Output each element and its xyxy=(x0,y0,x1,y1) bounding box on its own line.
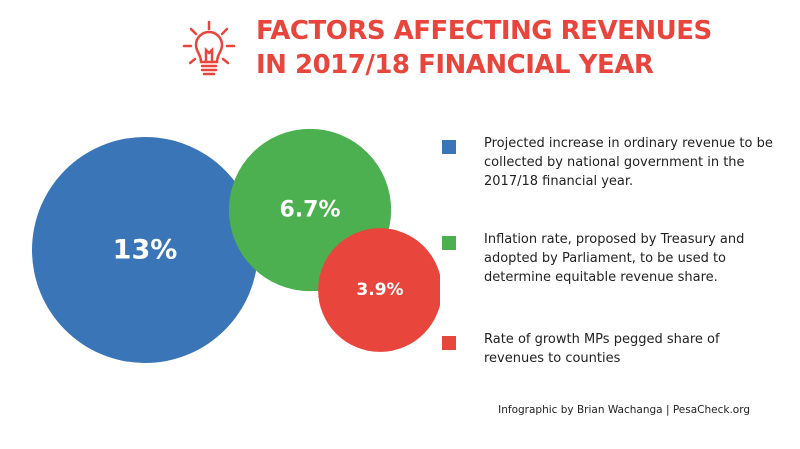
legend-text-blue: Projected increase in ordinary revenue t… xyxy=(484,136,773,189)
title-line-2: IN 2017/18 FINANCIAL YEAR xyxy=(256,50,654,80)
bubble-0 xyxy=(32,137,258,363)
legend-swatch-red xyxy=(442,336,456,350)
bubble-label-2: 3.9% xyxy=(356,280,403,300)
bubble-2 xyxy=(318,228,440,352)
bubble-chart: 13% 6.7% 3.9% xyxy=(32,128,440,363)
bubble-label-1: 6.7% xyxy=(279,198,340,223)
chart-title: FACTORS AFFECTING REVENUES IN 2017/18 FI… xyxy=(256,14,712,82)
title-line-1: FACTORS AFFECTING REVENUES xyxy=(256,16,712,46)
legend-swatch-blue xyxy=(442,140,456,154)
bubble-label-0: 13% xyxy=(113,235,178,266)
legend-text-red: Rate of growth MPs pegged share of reven… xyxy=(484,332,720,366)
legend-text-green: Inflation rate, proposed by Treasury and… xyxy=(484,232,745,285)
lightbulb-icon xyxy=(182,20,236,76)
credit: Infographic by Brian Wachanga | PesaChec… xyxy=(498,404,750,416)
legend-swatch-green xyxy=(442,236,456,250)
